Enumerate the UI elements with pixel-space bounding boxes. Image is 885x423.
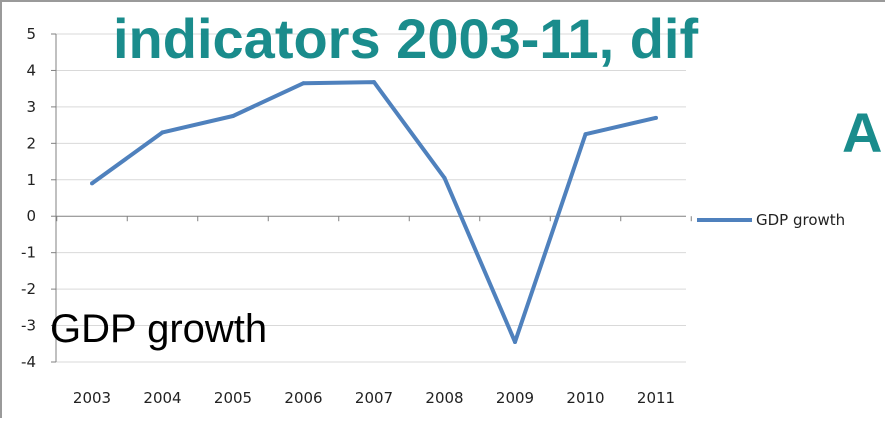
x-tick-label: 2008 xyxy=(425,389,463,407)
data-point xyxy=(231,114,235,118)
legend-label: GDP growth xyxy=(756,211,845,229)
y-tick-label: 3 xyxy=(26,98,36,116)
x-axis-ticks: 2003 2004 2005 2006 2007 2008 2009 2010 2011 xyxy=(56,216,692,407)
frame-left-border xyxy=(0,0,2,418)
y-tick-label: -4 xyxy=(21,353,36,371)
data-point xyxy=(583,132,588,137)
gridlines xyxy=(56,33,686,363)
series-group xyxy=(90,80,658,344)
y-tick-label: 5 xyxy=(26,25,36,43)
y-tick-label: 0 xyxy=(26,207,36,225)
y-tick-label: -1 xyxy=(21,244,36,262)
data-point xyxy=(654,115,658,120)
y-tick-label: -2 xyxy=(21,280,36,298)
x-tick-label: 2011 xyxy=(637,389,675,407)
x-tick-label: 2004 xyxy=(143,389,181,407)
legend: GDP growth xyxy=(697,211,845,229)
y-tick-label: 4 xyxy=(26,61,36,79)
axes xyxy=(55,34,686,362)
data-point xyxy=(513,339,517,344)
x-tick-label: 2009 xyxy=(496,389,534,407)
y-tick-label: 1 xyxy=(26,171,36,189)
y-axis-ticks: 5 4 3 2 1 0 -1 -2 -3 -4 xyxy=(21,25,56,371)
data-point xyxy=(301,81,306,86)
overlay-gdp-growth-label: GDP growth xyxy=(50,307,267,351)
chart-title-line-2: A xyxy=(842,101,882,164)
series-line-0 xyxy=(90,80,657,344)
x-tick-label: 2006 xyxy=(284,389,322,407)
data-point xyxy=(442,175,447,180)
y-tick-label: -3 xyxy=(21,317,36,335)
y-tick-label: 2 xyxy=(26,134,36,152)
chart-title-line-1: indicators 2003-11, dif xyxy=(113,7,698,70)
data-point xyxy=(160,130,165,135)
frame-top-border xyxy=(0,0,885,2)
data-point xyxy=(90,181,94,186)
x-tick-label: 2010 xyxy=(566,389,604,407)
x-tick-label: 2007 xyxy=(355,389,393,407)
data-point xyxy=(372,80,376,85)
x-tick-label: 2003 xyxy=(73,389,111,407)
x-tick-label: 2005 xyxy=(214,389,252,407)
